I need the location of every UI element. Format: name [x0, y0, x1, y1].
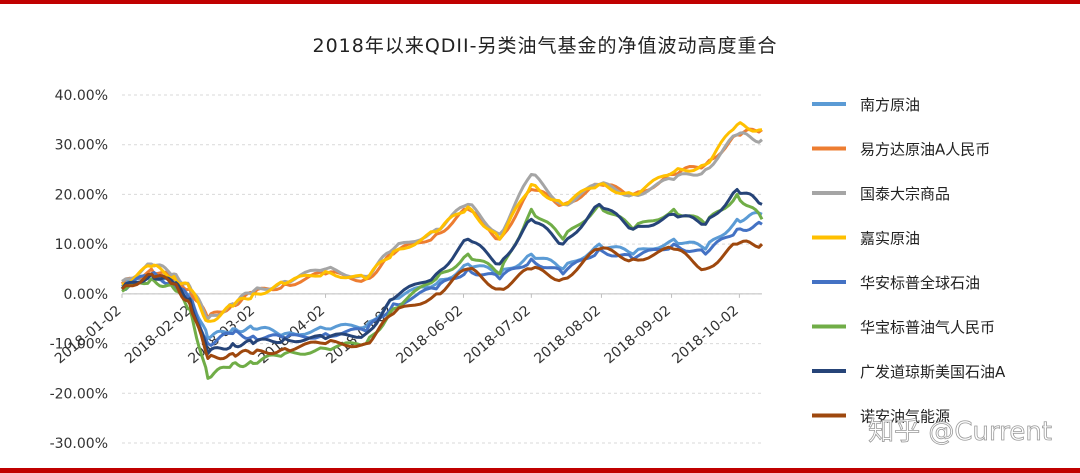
y-tick-label: 40.00% [55, 88, 108, 104]
x-tick-label: 2018-08-02 [531, 303, 604, 368]
legend-label: 南方原油 [860, 96, 920, 114]
x-tick-label: 2018-06-02 [393, 303, 466, 368]
legend: 南方原油易方达原油A人民币国泰大宗商品嘉实原油华安标普全球石油华宝标普油气人民币… [812, 96, 1006, 426]
series-line [121, 192, 764, 380]
y-tick-label: -20.00% [50, 386, 108, 402]
series-line [121, 131, 763, 321]
chart-title: 2018年以来QDII-另类油气基金的净值波动高度重合 [312, 35, 777, 57]
series-line [121, 121, 763, 323]
legend-label: 易方达原油A人民币 [860, 141, 990, 159]
y-tick-label: 20.00% [55, 187, 108, 203]
watermark-text: 知乎 @Current [868, 417, 1052, 447]
top-border [0, 0, 1080, 4]
y-tick-label: -30.00% [50, 436, 108, 452]
legend-label: 华宝标普油气人民币 [860, 319, 995, 337]
y-tick-label: 0.00% [64, 287, 108, 303]
y-tick-label: 10.00% [55, 237, 108, 253]
x-tick-label: 2018-09-02 [601, 303, 674, 368]
legend-label: 华安标普全球石油 [860, 274, 980, 292]
legend-label: 广发道琼斯美国石油A [860, 363, 1006, 381]
x-tick-label: 2018-02-02 [122, 303, 195, 368]
x-tick-label: 2018-10-02 [669, 303, 742, 368]
x-tick-label: 2018-01-02 [52, 303, 125, 368]
legend-label: 国泰大宗商品 [860, 185, 950, 203]
legend-label: 诺安油气能源 [860, 408, 950, 426]
series-lines [120, 121, 764, 380]
x-tick-label: 2018-07-02 [461, 303, 534, 368]
series-line [121, 239, 764, 361]
bottom-border [0, 468, 1080, 473]
top-border-mark [920, 0, 1080, 4]
y-axis-ticks: 40.00% 30.00% 20.00% 10.00% 0.00% -10.00% -20.… [50, 88, 108, 452]
series-line [120, 127, 763, 321]
y-tick-label: 30.00% [55, 138, 108, 154]
legend-label: 嘉实原油 [860, 230, 920, 248]
y-tick-label: -10.00% [50, 337, 108, 353]
